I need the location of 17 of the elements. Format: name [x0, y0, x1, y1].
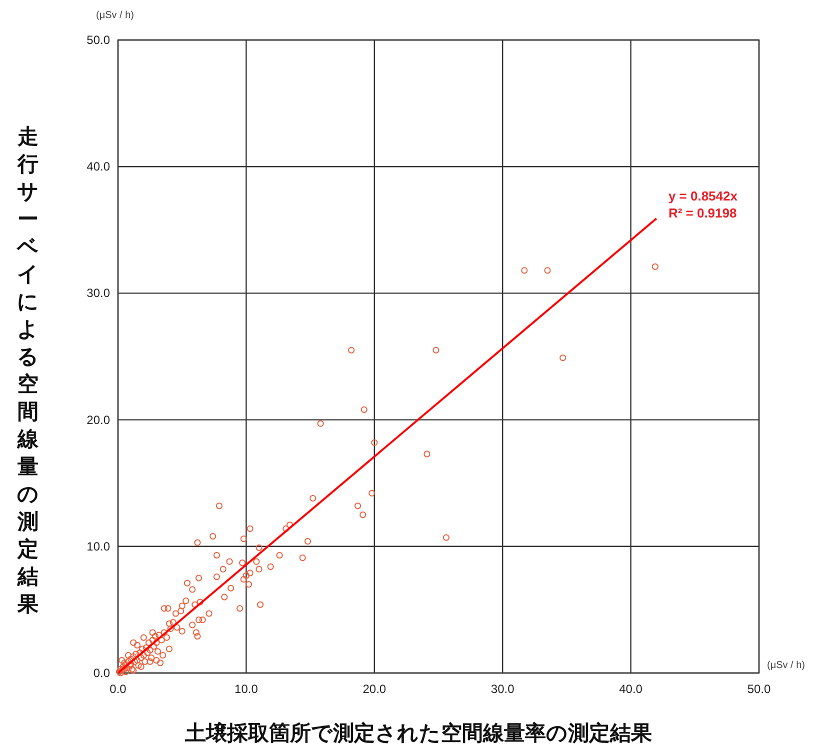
x-tick-label: 10.0	[234, 682, 258, 696]
x-tick-label: 20.0	[362, 682, 386, 696]
y-tick-label: 10.0	[86, 539, 110, 554]
x-tick-label: 0.0	[110, 682, 127, 696]
text: (μSv / h)	[96, 10, 134, 21]
text: (μSv / h)	[767, 660, 805, 671]
y-tick-label: 40.0	[86, 160, 110, 174]
x-tick-label: 50.0	[747, 682, 771, 696]
y-tick-label: 20.0	[86, 412, 110, 427]
y-tick-label: 50.0	[86, 33, 110, 47]
y-tick-label: 30.0	[86, 286, 110, 300]
x-tick-label: 30.0	[490, 682, 515, 696]
text: 走行サーベイによる空間線量の測定結果	[17, 125, 39, 616]
x-tick-label: 40.0	[619, 682, 643, 696]
y-tick-label: 0.0	[93, 666, 110, 680]
annotation: y = 0.8542x R² = 0.9198	[668, 188, 738, 221]
x-axis-title: 土壌採取箇所で測定された空間線量率の測定結果	[184, 721, 652, 745]
